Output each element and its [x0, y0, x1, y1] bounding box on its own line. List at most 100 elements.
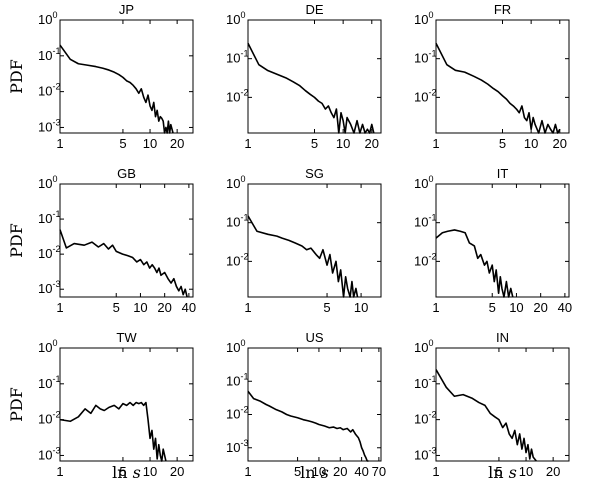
y-tick-base: 10 [226, 373, 240, 388]
x-tick-label: 5 [495, 464, 502, 479]
y-tick-label: 10-2 [38, 82, 60, 99]
panel-title: FR [494, 2, 511, 17]
y-tick-label: 100 [226, 174, 245, 191]
y-tick-base: 10 [38, 340, 52, 355]
x-axis-label-var: s [133, 463, 141, 482]
y-tick-label: 100 [38, 10, 57, 27]
y-tick-label: 10-1 [38, 374, 60, 391]
y-tick-base: 10 [226, 253, 240, 268]
x-tick-label: 20 [170, 136, 184, 151]
y-tick-exponent: -1 [240, 371, 248, 381]
x-axis-label-ln: ln [112, 463, 133, 482]
x-axis-label: ln s [112, 463, 141, 482]
y-tick-label: 10-3 [38, 117, 60, 134]
panel-title: IT [497, 166, 509, 181]
x-tick-label: 5 [323, 300, 330, 315]
x-tick-label: 1 [432, 300, 439, 315]
y-tick-base: 10 [414, 412, 428, 427]
y-tick-exponent: -3 [52, 279, 60, 289]
y-tick-base: 10 [38, 376, 52, 391]
y-tick-exponent: 0 [428, 10, 433, 20]
plot-frame [59, 19, 194, 134]
y-tick-base: 10 [38, 412, 52, 427]
y-tick-label: 10-1 [38, 209, 60, 226]
panel-title: DE [305, 2, 323, 17]
x-tick-label: 1 [56, 464, 63, 479]
y-tick-base: 10 [226, 340, 240, 355]
y-tick-exponent: 0 [240, 174, 245, 184]
y-tick-label: 10-2 [414, 251, 436, 268]
y-tick-base: 10 [38, 447, 52, 462]
y-tick-base: 10 [414, 51, 428, 66]
y-tick-label: 10-1 [414, 213, 436, 230]
panel-title: US [305, 330, 323, 345]
y-tick-exponent: 0 [52, 10, 57, 20]
y-tick-exponent: -2 [52, 410, 60, 420]
x-tick-label: 10 [354, 300, 368, 315]
y-tick-label: 10-3 [414, 445, 436, 462]
y-tick-base: 10 [414, 215, 428, 230]
y-tick-base: 10 [226, 51, 240, 66]
y-tick-exponent: -2 [240, 87, 248, 97]
y-tick-exponent: -3 [240, 438, 248, 448]
y-tick-label: 10-2 [226, 405, 248, 422]
pdf-series-line [59, 401, 167, 462]
y-tick-label: 10-1 [226, 371, 248, 388]
panel-title: JP [119, 2, 134, 17]
x-tick-label: 10 [143, 136, 157, 151]
y-tick-exponent: -1 [428, 213, 436, 223]
y-tick-label: 10-1 [226, 213, 248, 230]
x-tick-label: 40 [354, 464, 368, 479]
x-tick-label: 40 [182, 300, 196, 315]
x-axis-label-ln: ln [300, 463, 321, 482]
y-tick-exponent: -1 [240, 213, 248, 223]
y-tick-label: 100 [38, 338, 57, 355]
y-tick-base: 10 [414, 176, 428, 191]
x-axis-label: ln s [488, 463, 517, 482]
y-tick-label: 100 [38, 174, 57, 191]
x-tick-label: 5 [113, 300, 120, 315]
y-tick-base: 10 [226, 176, 240, 191]
y-tick-exponent: 0 [52, 174, 57, 184]
y-tick-exponent: -2 [52, 82, 60, 92]
y-tick-label: 10-2 [414, 410, 436, 427]
panel-title: IN [496, 330, 509, 345]
y-tick-base: 10 [38, 48, 52, 63]
y-tick-exponent: -3 [428, 445, 436, 455]
panel-title: SG [305, 166, 324, 181]
y-axis-label: PDF [7, 387, 26, 422]
plot-frame [247, 347, 382, 462]
plot-frame [435, 19, 570, 134]
x-axis-label: ln s [300, 463, 329, 482]
x-tick-label: 20 [333, 464, 347, 479]
y-tick-base: 10 [414, 447, 428, 462]
x-tick-label: 10 [312, 464, 326, 479]
y-tick-label: 10-2 [226, 251, 248, 268]
pdf-series-line [435, 229, 514, 298]
y-tick-base: 10 [38, 119, 52, 134]
y-tick-base: 10 [226, 407, 240, 422]
x-tick-label: 5 [119, 464, 126, 479]
y-tick-base: 10 [226, 89, 240, 104]
y-tick-exponent: -1 [428, 49, 436, 59]
y-tick-exponent: -3 [52, 117, 60, 127]
x-tick-label: 1 [244, 300, 251, 315]
y-tick-exponent: 0 [52, 338, 57, 348]
x-axis-label-ln: ln [488, 463, 509, 482]
y-tick-exponent: -1 [52, 46, 60, 56]
x-tick-label: 10 [524, 136, 538, 151]
y-axis-label: PDF [7, 223, 26, 258]
y-tick-base: 10 [38, 281, 52, 296]
y-tick-label: 100 [414, 174, 433, 191]
y-tick-base: 10 [38, 84, 52, 99]
y-tick-label: 10-1 [414, 374, 436, 391]
y-tick-label: 100 [414, 10, 433, 27]
x-tick-label: 5 [119, 136, 126, 151]
y-tick-exponent: -2 [240, 251, 248, 261]
